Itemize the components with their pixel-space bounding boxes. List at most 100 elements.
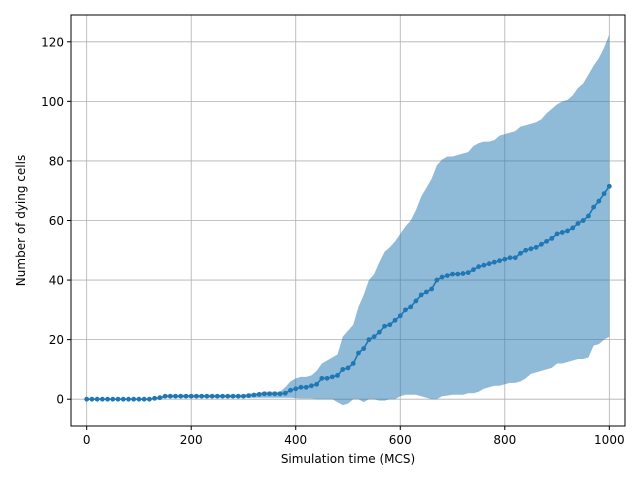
data-point-41 bbox=[298, 384, 304, 390]
data-point-42 bbox=[303, 384, 309, 390]
data-point-28 bbox=[230, 393, 236, 399]
data-point-8 bbox=[126, 396, 131, 402]
data-point-91 bbox=[559, 230, 565, 235]
data-point-7 bbox=[120, 396, 126, 402]
data-point-90 bbox=[554, 231, 560, 237]
data-point-2 bbox=[94, 396, 100, 402]
data-point-61 bbox=[403, 307, 408, 313]
data-point-6 bbox=[115, 396, 121, 402]
y-tick-label-5: 100 bbox=[41, 95, 64, 109]
y-tick-label-3: 60 bbox=[49, 214, 64, 228]
x-axis-ticks: 0 200 400 600 800 1000 bbox=[83, 426, 625, 447]
data-point-79 bbox=[497, 258, 502, 264]
data-point-40 bbox=[293, 386, 299, 392]
data-point-89 bbox=[549, 235, 555, 241]
x-tick-label-5: 1000 bbox=[594, 433, 625, 447]
data-point-35 bbox=[267, 391, 273, 397]
data-point-71 bbox=[455, 271, 461, 277]
data-point-72 bbox=[460, 271, 466, 276]
data-point-94 bbox=[575, 221, 581, 226]
data-point-14 bbox=[157, 395, 163, 401]
data-point-0 bbox=[84, 396, 90, 402]
data-point-38 bbox=[282, 390, 288, 396]
data-point-10 bbox=[136, 396, 142, 402]
data-point-27 bbox=[225, 393, 231, 399]
x-axis-label: Simulation time (MCS) bbox=[281, 452, 415, 466]
data-point-70 bbox=[450, 271, 455, 277]
data-point-74 bbox=[471, 267, 476, 273]
data-point-54 bbox=[366, 337, 372, 343]
x-tick-label-2: 400 bbox=[284, 433, 307, 447]
data-point-17 bbox=[173, 393, 178, 399]
confidence-band bbox=[86, 34, 610, 406]
data-point-22 bbox=[199, 393, 205, 399]
data-point-86 bbox=[533, 244, 539, 250]
data-point-43 bbox=[309, 383, 314, 389]
series-markers bbox=[84, 183, 612, 402]
data-point-46 bbox=[324, 375, 330, 381]
data-point-45 bbox=[319, 375, 325, 381]
data-point-4 bbox=[105, 396, 110, 402]
data-point-99 bbox=[601, 191, 607, 197]
data-point-31 bbox=[246, 393, 252, 399]
data-point-55 bbox=[371, 334, 377, 340]
y-tick-label-6: 120 bbox=[41, 35, 64, 49]
data-point-75 bbox=[476, 264, 482, 270]
x-tick-label-4: 800 bbox=[493, 433, 516, 447]
data-point-48 bbox=[335, 372, 340, 378]
data-point-62 bbox=[408, 304, 414, 310]
data-point-100 bbox=[606, 183, 612, 189]
data-point-3 bbox=[99, 396, 105, 402]
data-point-11 bbox=[141, 396, 147, 402]
data-point-63 bbox=[413, 298, 419, 304]
data-point-76 bbox=[481, 262, 487, 268]
data-point-5 bbox=[110, 396, 116, 402]
data-point-32 bbox=[251, 392, 257, 398]
data-point-67 bbox=[434, 277, 440, 283]
data-point-69 bbox=[444, 273, 450, 278]
data-point-1 bbox=[89, 396, 95, 402]
data-point-51 bbox=[350, 361, 356, 366]
data-point-23 bbox=[204, 393, 210, 399]
data-point-26 bbox=[220, 393, 225, 399]
y-axis-label: Number of dying cells bbox=[14, 155, 28, 286]
y-tick-label-4: 80 bbox=[49, 154, 64, 168]
data-point-24 bbox=[209, 393, 215, 399]
data-point-88 bbox=[544, 238, 550, 244]
data-point-52 bbox=[356, 350, 361, 356]
data-point-98 bbox=[596, 198, 602, 204]
data-point-13 bbox=[152, 395, 158, 401]
x-tick-label-1: 200 bbox=[180, 433, 203, 447]
data-point-58 bbox=[387, 322, 393, 328]
data-point-96 bbox=[586, 213, 591, 219]
data-point-9 bbox=[131, 396, 137, 402]
data-point-30 bbox=[241, 393, 246, 399]
data-point-29 bbox=[235, 393, 241, 399]
data-point-73 bbox=[465, 270, 471, 276]
data-point-19 bbox=[183, 393, 189, 399]
data-point-47 bbox=[329, 374, 335, 380]
data-point-84 bbox=[523, 247, 529, 253]
data-point-59 bbox=[392, 317, 398, 323]
y-tick-label-0: 0 bbox=[56, 393, 64, 407]
y-tick-label-1: 20 bbox=[49, 333, 64, 347]
data-point-78 bbox=[491, 259, 497, 265]
data-point-92 bbox=[565, 228, 570, 234]
data-point-44 bbox=[314, 381, 320, 387]
data-point-12 bbox=[146, 396, 152, 402]
data-point-81 bbox=[507, 255, 513, 261]
data-point-37 bbox=[277, 391, 283, 397]
data-point-65 bbox=[423, 289, 429, 295]
data-point-16 bbox=[167, 393, 173, 399]
y-axis-ticks: 0 20 40 60 80 100 120 bbox=[41, 35, 71, 407]
data-point-21 bbox=[194, 393, 199, 399]
data-point-25 bbox=[214, 393, 220, 399]
data-point-39 bbox=[288, 387, 293, 393]
data-point-34 bbox=[261, 391, 267, 397]
data-point-53 bbox=[361, 346, 367, 351]
x-tick-label-0: 0 bbox=[83, 433, 91, 447]
x-tick-label-3: 600 bbox=[389, 433, 412, 447]
data-point-33 bbox=[256, 392, 262, 397]
data-point-60 bbox=[397, 313, 403, 319]
